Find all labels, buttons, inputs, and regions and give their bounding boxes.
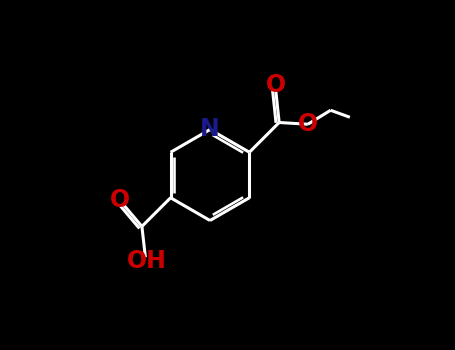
Text: O: O (110, 188, 130, 212)
Text: O: O (266, 73, 286, 97)
Text: N: N (200, 118, 220, 141)
Text: O: O (298, 112, 318, 136)
Text: OH: OH (127, 250, 167, 273)
